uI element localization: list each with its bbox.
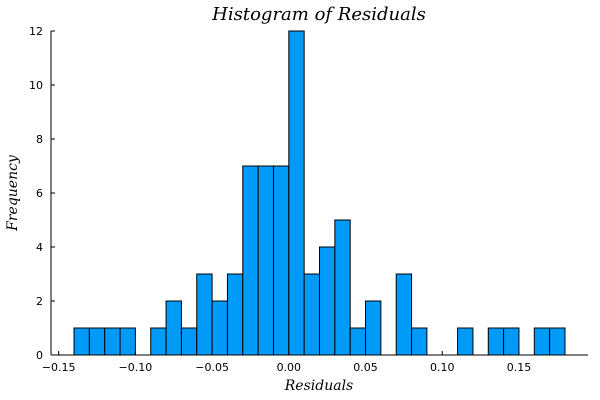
histogram-bar (150, 327, 167, 356)
x-axis-label: Residuals (284, 378, 353, 394)
histogram-bar (165, 300, 182, 356)
histogram-bar (303, 273, 320, 356)
histogram-bar (319, 246, 336, 356)
x-tick-label: −0.15 (42, 361, 76, 374)
y-axis-ticks: 0 2 4 6 8 10 12 (29, 25, 55, 362)
histogram-bar (503, 327, 520, 356)
x-tick-label: 0.00 (277, 361, 302, 374)
histogram-bar (88, 327, 106, 356)
x-tick-label: 0.05 (353, 361, 378, 374)
histogram-bar (533, 327, 551, 356)
histogram-bar (180, 327, 198, 356)
x-tick-label: 0.15 (507, 361, 532, 374)
histogram-bar (349, 327, 367, 356)
histogram-bar (395, 273, 413, 356)
histogram-bar (104, 327, 121, 356)
y-axis-label: Frequency (5, 154, 21, 232)
y-tick-label: 2 (36, 295, 43, 308)
histogram-bar (257, 165, 274, 356)
histogram-bar (73, 327, 90, 356)
histogram-bar (487, 327, 505, 356)
y-tick-label: 0 (36, 349, 43, 362)
y-tick-label: 4 (36, 241, 43, 254)
histogram-bar (549, 327, 566, 356)
histogram-bar (334, 219, 351, 356)
histogram-bar (211, 300, 228, 356)
histogram-bar (226, 273, 244, 356)
histogram-bar (242, 165, 259, 356)
x-tick-label: −0.05 (195, 361, 229, 374)
histogram-bar (365, 300, 382, 356)
x-tick-label: 0.10 (430, 361, 455, 374)
x-axis-ticks: −0.15 −0.10 −0.05 0.00 0.05 0.10 0.15 (42, 351, 531, 374)
y-tick-label: 6 (36, 187, 43, 200)
histogram-bar (196, 273, 213, 356)
histogram-bar (288, 30, 305, 356)
chart-title: Histogram of Residuals (211, 4, 426, 25)
y-tick-label: 8 (36, 133, 43, 146)
y-tick-label: 12 (29, 25, 43, 38)
histogram-bar (457, 327, 474, 356)
histogram-bar (119, 327, 136, 356)
y-tick-label: 10 (29, 79, 43, 92)
histogram-bar (272, 165, 290, 356)
histogram-bar (411, 327, 428, 356)
x-tick-label: −0.10 (119, 361, 153, 374)
histogram-bars (73, 30, 566, 356)
